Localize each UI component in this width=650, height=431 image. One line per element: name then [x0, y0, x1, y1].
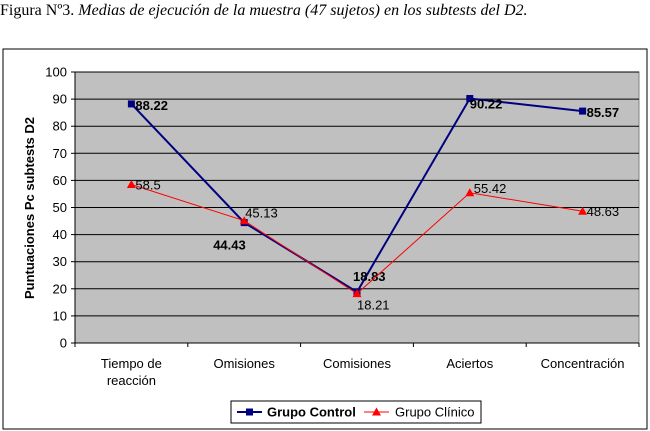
data-point: [127, 100, 135, 108]
x-tick-label: Tiempo de reacción: [101, 356, 162, 388]
y-tick-label: 30: [53, 254, 67, 269]
y-tick-label: 90: [53, 92, 67, 107]
data-label: 45.13: [245, 206, 278, 221]
data-label: 88.22: [135, 98, 168, 113]
legend-box: [230, 400, 482, 424]
y-tick-label: 60: [53, 173, 67, 188]
series-1: 58.5 45.13 18.21 55.42 48.63: [126, 177, 620, 313]
data-point: [126, 179, 136, 188]
legend-label: Grupo Control: [267, 405, 356, 420]
caption-text: Medias de ejecución de la muestra (47 su…: [74, 2, 528, 19]
data-label: 90.22: [470, 97, 503, 112]
y-tick-label: 20: [53, 281, 67, 296]
y-tick-label: 80: [53, 119, 67, 134]
data-label: 48.63: [587, 204, 620, 219]
x-tick-label: Comisiones: [323, 356, 391, 371]
data-point: [579, 107, 587, 115]
axes: 0 10 20 30 40 50 60 70 80 90 100 Tiempo de reacción O…: [45, 65, 640, 388]
data-point: [239, 216, 249, 225]
data-point: [578, 206, 588, 215]
caption-prefix: Figura Nº3.: [0, 2, 75, 19]
x-tick-label: Omisiones: [213, 356, 275, 371]
legend-marker: [372, 407, 381, 416]
figure-caption: Figura Nº3. Medias de ejecución de la mu…: [0, 2, 650, 24]
y-tick-label: 0: [60, 336, 67, 351]
data-point: [466, 95, 474, 103]
data-label: 18.21: [357, 298, 390, 313]
y-tick-label: 100: [45, 65, 67, 80]
data-label: 18.83: [353, 269, 386, 284]
y-tick-label: 40: [53, 227, 67, 242]
data-label: 58.5: [135, 177, 160, 192]
y-tick-label: 50: [53, 200, 67, 215]
series: 88.2244.4318.8390.2285.5758.545.1318.215…: [126, 95, 620, 313]
data-label: 55.42: [474, 181, 507, 196]
y-tick-label: 10: [53, 308, 67, 323]
data-label: 44.43: [213, 238, 246, 253]
legend: Grupo Control Grupo Clínico: [230, 400, 482, 424]
data-point: [465, 188, 475, 197]
legend-label: Grupo Clínico: [395, 405, 474, 420]
y-tick-label: 70: [53, 146, 67, 161]
x-tick-label: Concentración: [541, 356, 625, 371]
x-tick-label: Aciertos: [446, 356, 493, 371]
legend-marker: [246, 408, 253, 416]
data-label: 85.57: [587, 105, 620, 120]
data-point: [352, 289, 362, 298]
y-axis-label: Puntuaciones Pc subtests D2: [22, 117, 37, 299]
